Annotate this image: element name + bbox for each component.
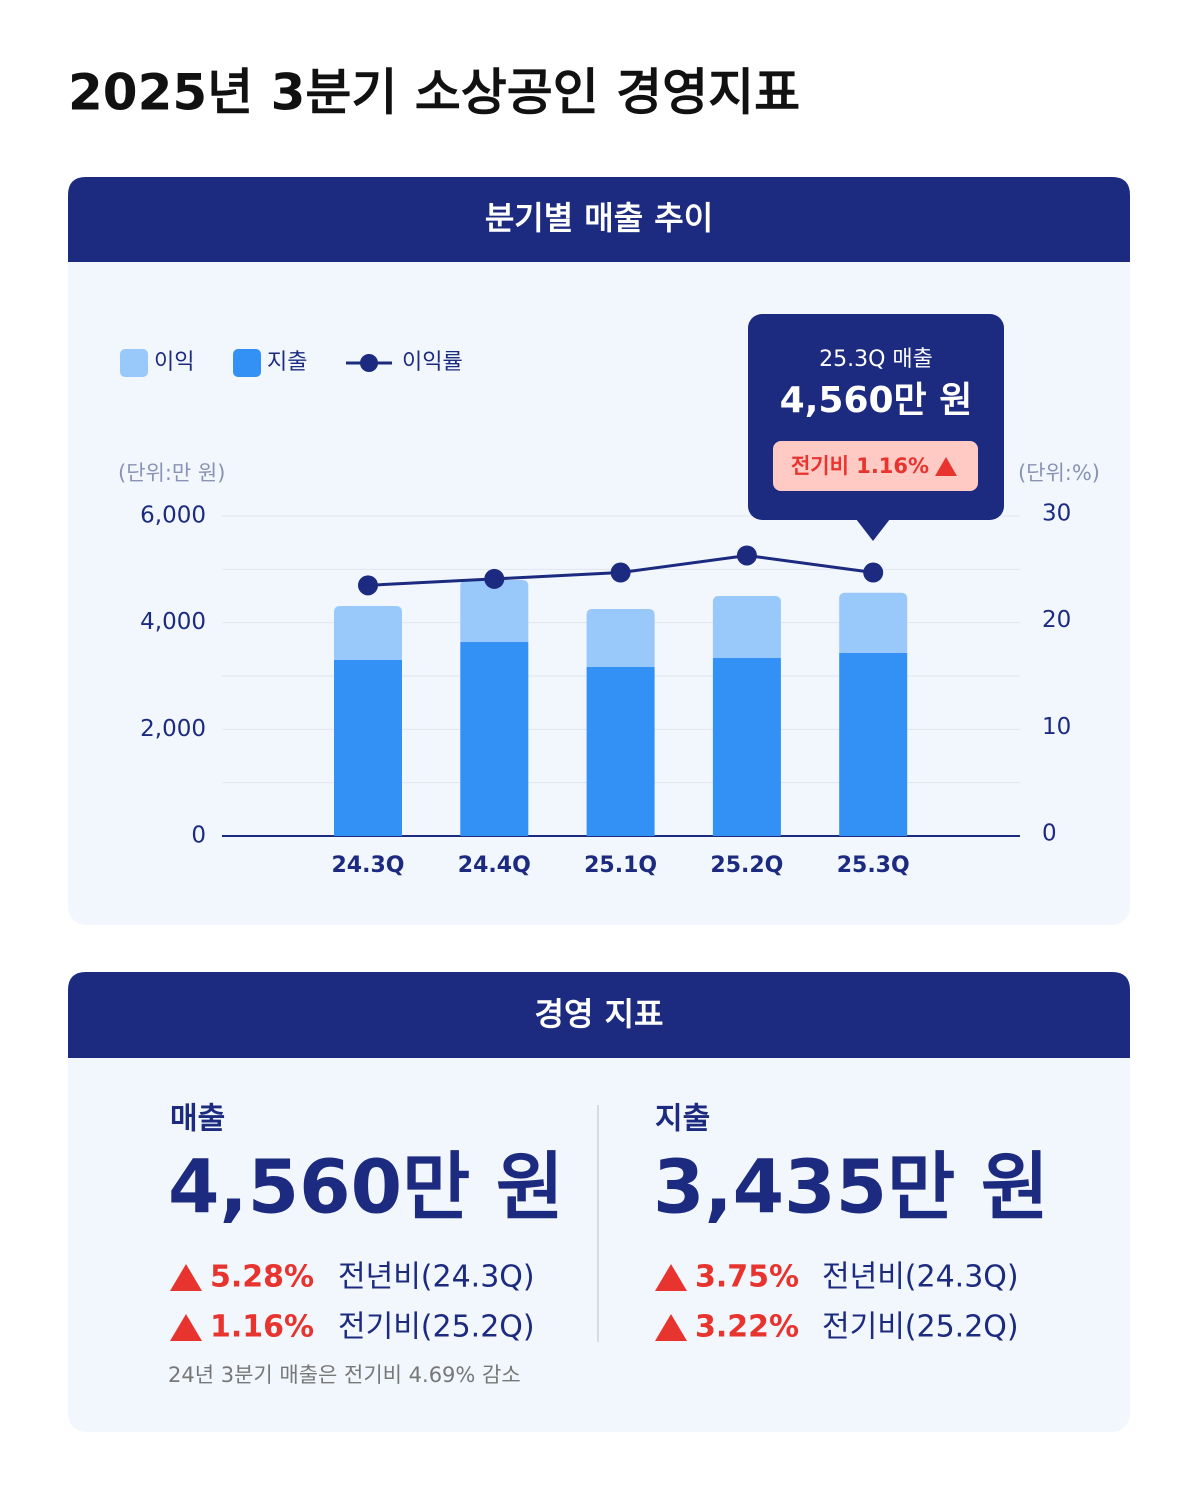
up-arrow xyxy=(170,1314,202,1341)
y2-tick-label: 10 xyxy=(1042,714,1071,740)
rate-point xyxy=(736,545,757,566)
bar-segment xyxy=(839,652,908,836)
bar-segment xyxy=(334,606,402,660)
callout-change: 전기비 1.16% xyxy=(791,454,929,478)
bar-segment xyxy=(712,596,781,659)
legend-label: 이익률 xyxy=(402,350,463,375)
change-value: 1.16% xyxy=(210,1310,314,1345)
up-arrow xyxy=(655,1314,687,1341)
bar-segment xyxy=(460,580,529,643)
change-label: 전기비(25.2Q) xyxy=(338,1310,535,1345)
callout: 25.3Q 매출 4,560만 원 전기비 1.16% xyxy=(748,314,1004,541)
y-tick-label: 4,000 xyxy=(140,609,206,635)
y-tick-label: 6,000 xyxy=(140,503,206,529)
bar-segment xyxy=(334,660,402,836)
rate-point xyxy=(863,562,884,583)
chart-header xyxy=(68,177,1130,262)
metric-value: 4,560만 원 xyxy=(168,1145,564,1231)
bar-segment xyxy=(712,658,781,836)
change-label: 전년비(24.3Q) xyxy=(822,1260,1019,1295)
x-tick-label: 24.4Q xyxy=(458,853,531,878)
metric-label: 매출 xyxy=(170,1102,225,1137)
plot: 0 2,000 4,000 6,000 0 10 20 30 24.3Q 24.4Q 25.1Q 25… xyxy=(120,349,1071,878)
y2-tick-label: 0 xyxy=(1042,821,1057,847)
chart-title: 분기별 매출 추이 xyxy=(485,199,713,237)
page-title: 2025년 3분기 소상공인 경영지표 xyxy=(68,64,800,122)
change-value: 5.28% xyxy=(210,1260,314,1295)
y2-tick-label: 20 xyxy=(1042,607,1071,633)
bar-segment xyxy=(460,642,529,836)
callout-title: 25.3Q 매출 xyxy=(819,347,933,372)
y-tick-label: 0 xyxy=(191,823,206,849)
metrics-header xyxy=(68,972,1130,1058)
y-tick-label: 2,000 xyxy=(140,716,206,742)
change-label: 전기비(25.2Q) xyxy=(822,1310,1019,1345)
change-label: 전년비(24.3Q) xyxy=(338,1260,535,1295)
callout-pointer xyxy=(856,519,890,541)
x-tick-label: 25.1Q xyxy=(584,853,657,878)
legend-label: 이익 xyxy=(154,350,194,375)
legend-label: 지출 xyxy=(267,350,307,375)
rate-point xyxy=(610,562,631,583)
x-tick-label: 25.3Q xyxy=(837,853,910,878)
legend-swatch xyxy=(120,349,148,377)
up-arrow xyxy=(655,1264,687,1291)
y2-tick-label: 30 xyxy=(1042,501,1071,527)
rate-point xyxy=(484,568,505,589)
change-value: 3.75% xyxy=(695,1260,799,1295)
up-arrow xyxy=(170,1264,202,1291)
bar-segment xyxy=(586,666,655,836)
y2-unit-label: (단위:%) xyxy=(1018,461,1100,485)
x-tick-label: 24.3Q xyxy=(332,853,405,878)
up-arrow xyxy=(935,457,957,476)
y-unit-label: (단위:만 원) xyxy=(118,461,225,485)
legend-dot xyxy=(360,354,378,372)
callout-pill xyxy=(773,441,978,491)
metric-value: 3,435만 원 xyxy=(653,1145,1049,1231)
metric-note: 24년 3분기 매출은 전기비 4.69% 감소 xyxy=(168,1363,521,1387)
x-tick-label: 25.2Q xyxy=(710,853,783,878)
bar-segment xyxy=(839,592,908,653)
metric-label: 지출 xyxy=(655,1102,710,1137)
rate-point xyxy=(358,575,378,596)
change-value: 3.22% xyxy=(695,1310,799,1345)
callout-value: 4,560만 원 xyxy=(780,380,973,421)
metrics-title: 경영 지표 xyxy=(535,995,664,1033)
bar-segment xyxy=(586,609,655,667)
legend-swatch xyxy=(233,349,261,377)
